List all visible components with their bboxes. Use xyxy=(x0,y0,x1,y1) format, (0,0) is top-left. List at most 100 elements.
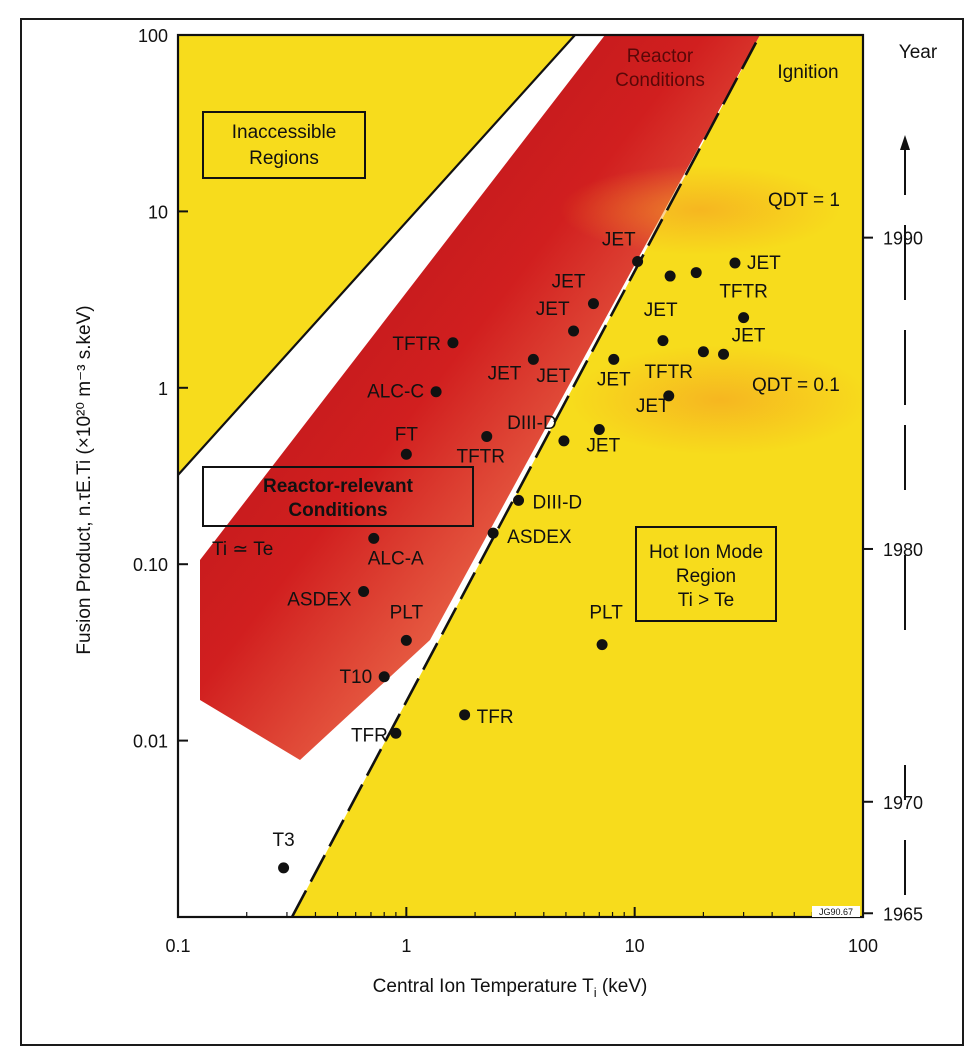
data-point-label: JET xyxy=(586,436,620,457)
inaccessible-line1: Inaccessible xyxy=(232,122,337,143)
plot-border xyxy=(176,33,865,919)
data-point xyxy=(459,709,471,721)
x-tick-label: 0.1 xyxy=(165,936,190,956)
year-tick-label: 1990 xyxy=(883,229,923,249)
data-point-label: JET xyxy=(552,272,586,293)
y-axis-title: Fusion Product, n.τE.Ti (×10²⁰ m⁻³ s.keV… xyxy=(74,305,95,654)
data-point xyxy=(558,435,570,447)
data-points: T3 TFR TFR T10 PLT ASDEX ALC-A ASDEX DIII-D FT TFT… xyxy=(272,229,781,874)
data-point xyxy=(729,257,741,269)
x-tick-label: 1 xyxy=(401,936,411,956)
jg-tag: JG90.67 xyxy=(819,907,853,917)
data-point-label: ASDEX xyxy=(287,590,352,611)
hot-ion-boundary-line xyxy=(290,34,762,918)
year-axis: 1965 1970 1980 1990 xyxy=(863,135,923,924)
data-point xyxy=(400,634,412,646)
figure-frame xyxy=(20,18,964,1046)
data-point-label: TFTR xyxy=(644,362,693,383)
y-tick-label: 0.10 xyxy=(133,555,168,575)
data-point-label: FT xyxy=(395,424,419,445)
data-point-label: JET xyxy=(747,253,781,274)
x-axis-title: Central Ion Temperature Ti (keV) xyxy=(373,976,648,1000)
data-point xyxy=(663,390,675,402)
reactor-relevant-line2: Conditions xyxy=(288,500,387,521)
hot-ion-box xyxy=(635,526,777,622)
data-point xyxy=(368,532,380,544)
data-point-label: JET xyxy=(636,396,670,417)
year-tick-label: 1970 xyxy=(883,793,923,813)
y-tick-label: 1 xyxy=(158,379,168,399)
data-point-label: TFR xyxy=(477,707,514,728)
data-point xyxy=(378,671,390,683)
data-point xyxy=(718,348,730,360)
data-point xyxy=(587,298,599,310)
data-point xyxy=(487,527,499,539)
qdt-1-label: QDT = 1 xyxy=(768,190,840,211)
data-point-label: JET xyxy=(536,366,570,387)
data-point-label: DIII-D xyxy=(533,492,583,513)
year-tick-label: 1980 xyxy=(883,540,923,560)
reactor-relevant-line1: Reactor-relevant xyxy=(263,476,414,497)
data-point-label: ALC-A xyxy=(368,548,424,569)
data-point xyxy=(632,255,644,267)
data-point-label: T3 xyxy=(272,830,294,851)
data-point xyxy=(430,386,442,398)
ignition-label: Ignition xyxy=(777,62,838,83)
year-tick-label: 1965 xyxy=(883,904,923,924)
data-point xyxy=(527,353,539,365)
x-axis-ticks: 0.1 1 10 100 xyxy=(165,907,878,956)
qdt-1-glow xyxy=(560,165,840,255)
data-point xyxy=(593,424,605,436)
data-point-label: PLT xyxy=(390,602,424,623)
data-point-label: DIII-D xyxy=(507,413,557,434)
data-point-label: TFR xyxy=(351,725,388,746)
y-axis-ticks: 0.01 0.10 1 10 100 xyxy=(133,26,188,918)
data-point-label: JET xyxy=(536,299,570,320)
data-point-label: T10 xyxy=(339,667,372,688)
data-point-label: ALC-C xyxy=(367,382,424,403)
data-point xyxy=(390,727,402,739)
reactor-relevant-box xyxy=(202,466,474,527)
data-point xyxy=(596,639,608,651)
hot-ion-line1: Hot Ion Mode xyxy=(649,542,763,563)
data-point-label: PLT xyxy=(589,603,623,624)
data-point xyxy=(400,448,412,460)
data-point-label: TFTR xyxy=(456,446,505,467)
y-tick-label: 100 xyxy=(138,26,168,46)
data-point xyxy=(447,337,459,349)
data-point-label: TFTR xyxy=(392,334,441,355)
data-point-label: JET xyxy=(732,326,766,347)
qdt-01-label: QDT = 0.1 xyxy=(752,375,840,396)
y-tick-label: 10 xyxy=(148,202,168,222)
data-point xyxy=(481,430,493,442)
hot-ion-line2: Region xyxy=(676,566,736,587)
x-tick-label: 10 xyxy=(625,936,645,956)
data-point xyxy=(697,346,709,358)
reactor-conditions-line1: Reactor xyxy=(627,46,694,67)
qdt-01-glow xyxy=(570,345,863,455)
inaccessible-box xyxy=(202,111,366,179)
plot-regions xyxy=(178,35,863,917)
x-tick-label: 100 xyxy=(848,936,878,956)
data-point-label: JET xyxy=(597,369,631,390)
data-point-label: JET xyxy=(602,229,636,250)
inaccessible-boundary-line xyxy=(177,34,576,476)
data-point-label: JET xyxy=(488,363,522,384)
data-point xyxy=(657,335,669,347)
ti-te-label: Ti ≃ Te xyxy=(212,539,273,560)
y-tick-label: 0.01 xyxy=(133,732,168,752)
inaccessible-line2: Regions xyxy=(249,148,319,169)
data-point xyxy=(690,267,702,279)
hot-ion-line3: Ti > Te xyxy=(678,590,735,611)
data-point xyxy=(358,586,370,598)
data-point xyxy=(513,494,525,506)
data-point xyxy=(278,862,290,874)
data-point xyxy=(738,312,750,324)
data-point xyxy=(664,270,676,282)
year-arrow-head xyxy=(900,135,910,150)
jg-tag-bg xyxy=(812,906,860,917)
data-point-label: JET xyxy=(644,300,678,321)
year-axis-title: Year xyxy=(899,42,938,63)
data-point xyxy=(568,325,580,337)
